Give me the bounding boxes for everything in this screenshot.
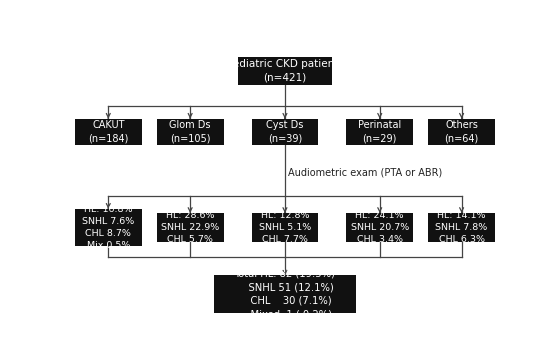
Text: Cyst Ds
(n=39): Cyst Ds (n=39) [266, 120, 304, 144]
Text: Glom Ds
(n=105): Glom Ds (n=105) [170, 120, 211, 144]
Text: Audiometric exam (PTA or ABR): Audiometric exam (PTA or ABR) [287, 167, 442, 177]
FancyBboxPatch shape [75, 119, 142, 145]
Text: HL: 28.6%
SNHL 22.9%
CHL 5.7%: HL: 28.6% SNHL 22.9% CHL 5.7% [161, 211, 219, 244]
Text: HL: 24.1%
SNHL 20.7%
CHL 3.4%: HL: 24.1% SNHL 20.7% CHL 3.4% [351, 211, 409, 244]
FancyBboxPatch shape [237, 57, 332, 85]
FancyBboxPatch shape [75, 209, 142, 246]
FancyBboxPatch shape [428, 119, 495, 145]
FancyBboxPatch shape [346, 213, 413, 242]
FancyBboxPatch shape [346, 119, 413, 145]
FancyBboxPatch shape [251, 119, 319, 145]
Text: Total HL: 82 (19.5%)
    SNHL 51 (12.1%)
    CHL    30 (7.1%)
    Mixed  1 ( 0.2: Total HL: 82 (19.5%) SNHL 51 (12.1%) CHL… [235, 269, 335, 319]
FancyBboxPatch shape [157, 119, 224, 145]
Text: Others
(n=64): Others (n=64) [444, 120, 479, 144]
Text: HL: 14.1%
SNHL 7.8%
CHL 6.3%: HL: 14.1% SNHL 7.8% CHL 6.3% [435, 211, 488, 244]
Text: CAKUT
(n=184): CAKUT (n=184) [88, 120, 128, 144]
FancyBboxPatch shape [214, 275, 356, 313]
FancyBboxPatch shape [157, 213, 224, 242]
Text: Pediatric CKD patients
(n=421): Pediatric CKD patients (n=421) [226, 59, 344, 83]
Text: HL: 12.8%
SNHL 5.1%
CHL 7.7%: HL: 12.8% SNHL 5.1% CHL 7.7% [259, 211, 311, 244]
FancyBboxPatch shape [428, 213, 495, 242]
Text: HL: 16.8%
SNHL 7.6%
CHL 8.7%
Mix 0.5%: HL: 16.8% SNHL 7.6% CHL 8.7% Mix 0.5% [82, 205, 135, 250]
FancyBboxPatch shape [251, 213, 319, 242]
Text: Perinatal
(n=29): Perinatal (n=29) [358, 120, 401, 144]
